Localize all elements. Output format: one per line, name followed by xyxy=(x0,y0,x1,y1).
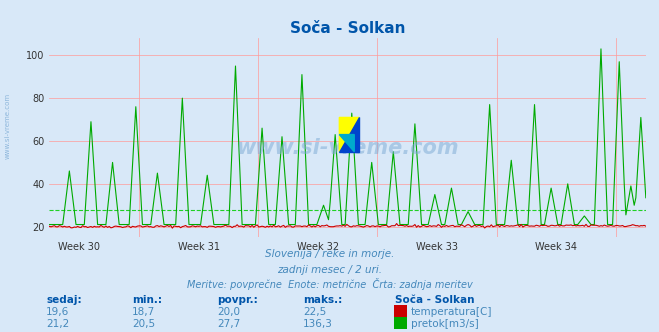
Text: Soča - Solkan: Soča - Solkan xyxy=(395,295,475,305)
Title: Soča - Solkan: Soča - Solkan xyxy=(290,21,405,36)
Text: sedaj:: sedaj: xyxy=(46,295,82,305)
Text: Meritve: povprečne  Enote: metrične  Črta: zadnja meritev: Meritve: povprečne Enote: metrične Črta:… xyxy=(186,278,473,290)
Text: temperatura[C]: temperatura[C] xyxy=(411,307,492,317)
Polygon shape xyxy=(339,134,355,152)
Text: Slovenija / reke in morje.: Slovenija / reke in morje. xyxy=(265,249,394,259)
Text: 18,7: 18,7 xyxy=(132,307,155,317)
Polygon shape xyxy=(339,118,359,152)
Text: 21,2: 21,2 xyxy=(46,319,69,329)
Text: pretok[m3/s]: pretok[m3/s] xyxy=(411,319,478,329)
Text: povpr.:: povpr.: xyxy=(217,295,258,305)
Polygon shape xyxy=(339,118,359,152)
Text: 27,7: 27,7 xyxy=(217,319,241,329)
Text: www.si-vreme.com: www.si-vreme.com xyxy=(237,138,459,158)
Text: www.si-vreme.com: www.si-vreme.com xyxy=(5,93,11,159)
Text: maks.:: maks.: xyxy=(303,295,343,305)
Text: 22,5: 22,5 xyxy=(303,307,326,317)
Text: 20,0: 20,0 xyxy=(217,307,241,317)
Text: zadnji mesec / 2 uri.: zadnji mesec / 2 uri. xyxy=(277,265,382,275)
Text: 20,5: 20,5 xyxy=(132,319,155,329)
Text: 19,6: 19,6 xyxy=(46,307,69,317)
Text: min.:: min.: xyxy=(132,295,162,305)
Text: 136,3: 136,3 xyxy=(303,319,333,329)
